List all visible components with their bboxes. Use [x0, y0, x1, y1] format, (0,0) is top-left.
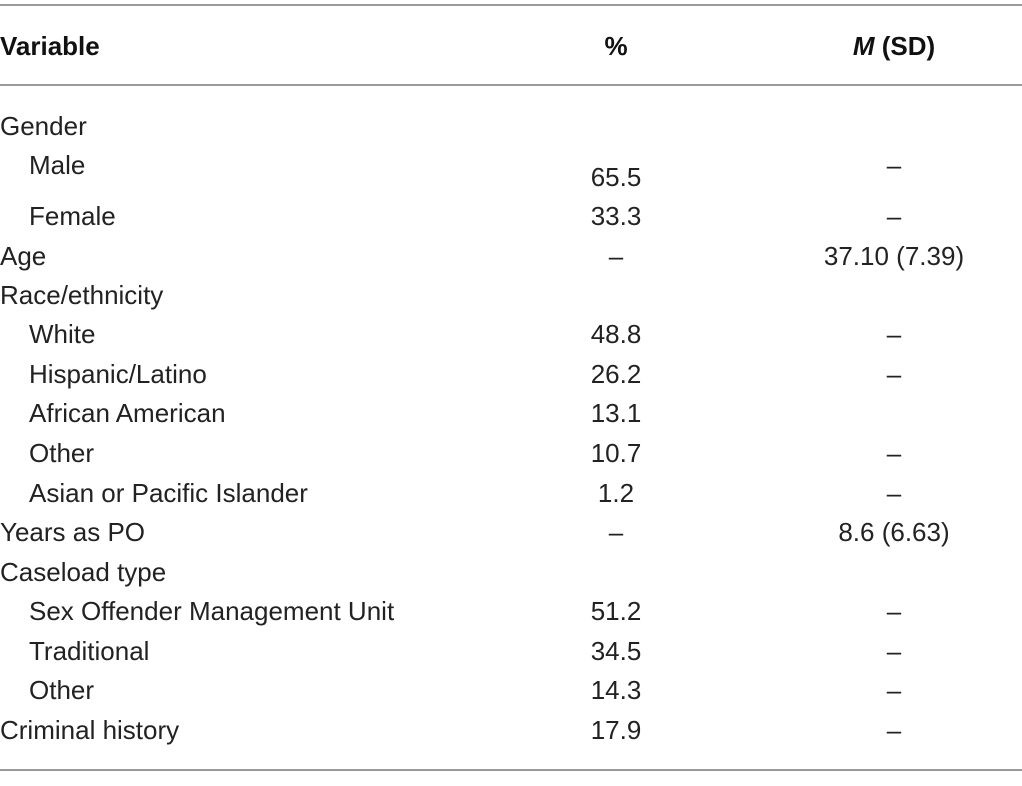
table-row: Female 33.3 – — [0, 196, 1022, 236]
table-row: Other 14.3 – — [0, 670, 1022, 710]
row-percent: 33.3 — [590, 201, 642, 231]
row-mean-sd — [790, 393, 998, 433]
table-row: Caseload type — [0, 552, 1022, 592]
row-mean-sd: – — [886, 201, 902, 231]
row-variable: Sex Offender Management Unit — [29, 596, 395, 626]
row-mean-sd: – — [886, 319, 902, 349]
table-row: Male 65.5 – — [0, 145, 1022, 192]
row-percent: 13.1 — [590, 398, 642, 428]
table-row: Other 10.7 – — [0, 433, 1022, 473]
row-percent: – — [608, 517, 624, 547]
row-percent: 14.3 — [590, 675, 642, 705]
row-variable: Criminal history — [0, 715, 180, 745]
row-variable: Years as PO — [0, 517, 146, 547]
row-percent: 34.5 — [590, 636, 642, 666]
header-sd: (SD) — [874, 31, 936, 61]
row-mean-sd: 8.6 (6.63) — [838, 517, 950, 547]
table-bottom-rule — [0, 769, 1022, 771]
table-row: African American 13.1 — [0, 393, 1022, 433]
row-mean-sd — [790, 552, 998, 592]
row-variable: Female — [29, 201, 116, 231]
table-row: Hispanic/Latino 26.2 – — [0, 354, 1022, 394]
table-row: Age – 37.10 (7.39) — [0, 236, 1022, 276]
row-percent: 1.2 — [597, 478, 635, 508]
table-row: Sex Offender Management Unit 51.2 – — [0, 591, 1022, 631]
table-row: Traditional 34.5 – — [0, 631, 1022, 671]
row-percent: 10.7 — [590, 438, 642, 468]
row-mean-sd: – — [886, 636, 902, 666]
row-variable: Male — [29, 150, 86, 180]
header-rule — [0, 84, 1022, 86]
row-variable: Age — [0, 241, 47, 271]
row-mean-sd: – — [886, 359, 902, 389]
row-percent — [560, 275, 672, 315]
row-variable: Asian or Pacific Islander — [29, 478, 308, 508]
row-mean-sd: – — [886, 438, 902, 468]
header-mean: M — [852, 31, 875, 61]
row-mean-sd — [790, 106, 998, 146]
row-mean-sd: – — [886, 715, 902, 745]
row-percent: 65.5 — [590, 162, 642, 192]
row-percent: 17.9 — [590, 715, 642, 745]
row-mean-sd: – — [886, 150, 902, 180]
row-variable: Caseload type — [0, 557, 167, 587]
row-variable: Hispanic/Latino — [29, 359, 207, 389]
row-percent: 26.2 — [590, 359, 642, 389]
table-row: Asian or Pacific Islander 1.2 – — [0, 473, 1022, 513]
row-percent — [560, 552, 672, 592]
row-variable: Traditional — [29, 636, 150, 666]
header-percent: % — [604, 31, 628, 61]
row-mean-sd: – — [886, 675, 902, 705]
row-variable: Gender — [0, 111, 87, 141]
row-mean-sd — [790, 275, 998, 315]
row-percent: – — [608, 241, 624, 271]
header-variable: Variable — [0, 31, 100, 61]
row-variable: Other — [29, 675, 95, 705]
table-row: Criminal history 17.9 – — [0, 710, 1022, 750]
row-percent: 48.8 — [590, 319, 642, 349]
row-variable: African American — [29, 398, 226, 428]
table-row: Race/ethnicity — [0, 275, 1022, 315]
row-percent — [560, 106, 672, 146]
row-mean-sd: – — [886, 596, 902, 626]
table-row: Gender — [0, 106, 1022, 146]
table-top-rule — [0, 4, 1022, 6]
table-row: White 48.8 – — [0, 314, 1022, 354]
row-variable: Race/ethnicity — [0, 280, 164, 310]
row-variable: Other — [29, 438, 95, 468]
header-mean-sd: M (SD) — [790, 24, 998, 68]
row-percent: 51.2 — [590, 596, 642, 626]
table-row: Years as PO – 8.6 (6.63) — [0, 512, 1022, 552]
row-mean-sd: – — [886, 478, 902, 508]
row-mean-sd: 37.10 (7.39) — [823, 241, 965, 271]
row-variable: White — [29, 319, 96, 349]
